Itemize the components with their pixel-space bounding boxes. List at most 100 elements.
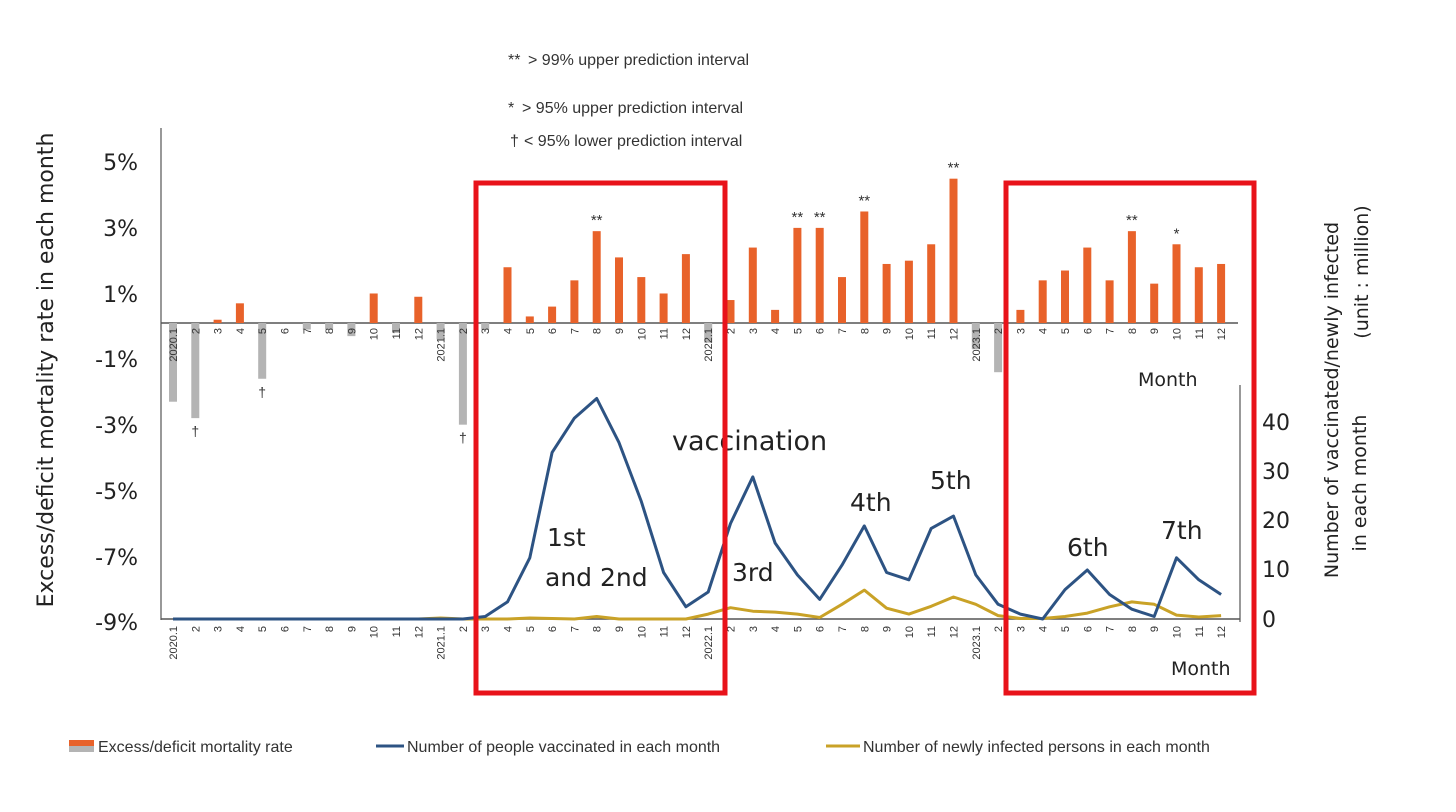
lower-month-label: 3 [1015, 626, 1027, 632]
upper-month-label: 10 [369, 328, 381, 340]
significance-marker: † [459, 430, 467, 446]
footnote-asterisk: > 95% upper prediction interval [522, 100, 743, 117]
vaccinated-line [173, 397, 1222, 621]
upper-month-label: 3 [748, 328, 760, 334]
dose-6th-label: 6th [1067, 533, 1109, 562]
right-tick-label: 0 [1262, 608, 1276, 633]
right-tick-label: 20 [1262, 509, 1290, 534]
significance-marker: † [191, 423, 199, 439]
upper-month-label: 3 [213, 328, 225, 334]
lower-month-label: 3 [748, 626, 760, 632]
lower-month-label: 6 [1082, 626, 1094, 632]
mortality-bar [302, 323, 311, 330]
upper-month-label: 2 [993, 328, 1005, 334]
lower-month-label: 12 [413, 626, 425, 638]
lower-month-label: 2021.1 [436, 626, 448, 660]
mortality-bar [548, 306, 557, 323]
lower-month-label: 6 [280, 626, 292, 632]
legend-infected-label: Number of newly infected persons in each… [863, 739, 1210, 756]
lower-month-label: 7 [837, 626, 849, 632]
upper-month-label: 5 [257, 328, 269, 334]
lower-month-label: 5 [792, 626, 804, 632]
lower-month-label: 11 [391, 626, 403, 637]
mortality-bar [1194, 267, 1203, 323]
lower-month-label: 2022.1 [703, 626, 715, 660]
left-tick-label: 5% [103, 151, 138, 176]
legend-vaccinated-label: Number of people vaccinated in each mont… [407, 739, 720, 756]
lower-month-label: 10 [636, 626, 648, 638]
lower-month-label: 6 [815, 626, 827, 632]
lower-month-label: 12 [681, 626, 693, 638]
vaccination-annotation: vaccination [672, 426, 827, 457]
mortality-bar [637, 277, 646, 323]
mortality-bar [815, 227, 824, 323]
lower-month-label: 8 [592, 626, 604, 632]
upper-month-label: 2021.1 [436, 328, 448, 362]
mortality-bar [592, 231, 601, 323]
footnote-dagger-symbol: † [510, 133, 519, 150]
lower-month-label: 11 [926, 626, 938, 637]
lower-month-label: 10 [369, 626, 381, 638]
left-tick-label: -3% [95, 414, 138, 439]
left-axis-label: Excess/deficit mortality rate in each mo… [34, 133, 59, 608]
lower-month-label: 2 [993, 626, 1005, 632]
significance-marker: ** [858, 192, 870, 209]
mortality-bar [525, 316, 534, 323]
significance-marker: † [258, 384, 266, 400]
lower-month-label: 10 [904, 626, 916, 638]
left-tick-label: 3% [103, 217, 138, 242]
lower-month-label: 2 [726, 626, 738, 632]
infected-line [173, 588, 1222, 621]
upper-month-label: 5 [1060, 328, 1072, 334]
lower-month-label: 4 [235, 626, 247, 632]
lower-month-label: 4 [1038, 626, 1050, 632]
mortality-bar [1127, 231, 1136, 323]
mortality-bar [882, 263, 891, 323]
mortality-bar [726, 300, 735, 323]
mortality-bar [838, 277, 846, 323]
mortality-bar [481, 323, 490, 330]
lower-month-label: 11 [1194, 626, 1206, 637]
upper-month-label: 5 [525, 328, 537, 334]
dose-4th-label: 4th [850, 488, 892, 517]
mortality-bar [1083, 247, 1092, 323]
lower-month-label: 5 [257, 626, 269, 632]
mortality-bar [213, 319, 222, 323]
upper-month-label: 6 [815, 328, 827, 334]
footnote-asterisk-symbol: * [508, 100, 514, 117]
mortality-bar [325, 323, 334, 330]
dose-annotations: vaccination 1st and 2nd 3rd 4th 5th 6th … [545, 426, 1203, 592]
lower-month-label: 7 [302, 626, 314, 632]
upper-month-label: 11 [659, 328, 671, 339]
legend-excess-label: Excess/deficit mortality rate [98, 739, 293, 756]
mortality-bar [1016, 309, 1025, 323]
lower-month-label: 4 [503, 626, 515, 632]
left-tick-label: -1% [95, 348, 138, 373]
right-axis-ticks: 40 30 20 10 0 [1262, 411, 1290, 633]
mortality-bar [191, 323, 200, 419]
upper-month-label: 8 [324, 328, 336, 334]
lower-month-label: 6 [547, 626, 559, 632]
mortality-bar [615, 257, 623, 323]
upper-month-label: 9 [346, 328, 358, 334]
dose-7th-label: 7th [1161, 516, 1203, 545]
upper-month-label: 6 [280, 328, 292, 334]
upper-month-label: 7 [569, 328, 581, 334]
lower-month-label: 2 [190, 626, 202, 632]
upper-month-label: 7 [1105, 328, 1117, 334]
upper-x-axis-label: Month [1138, 369, 1198, 391]
mortality-bar [771, 309, 780, 323]
upper-month-label: 9 [614, 328, 626, 334]
mortality-bar [659, 293, 668, 323]
dose-1st-label: 1st [547, 523, 586, 552]
lower-month-label: 2 [458, 626, 470, 632]
significance-marker: ** [814, 209, 826, 226]
right-axis-label-line1: Number of vaccinated/newly infected [1321, 222, 1343, 578]
upper-month-label: 7 [837, 328, 849, 334]
lower-month-label: 9 [882, 626, 894, 632]
mortality-bar [860, 211, 869, 323]
upper-month-label: 7 [302, 328, 314, 334]
lower-month-label: 2020.1 [168, 626, 180, 660]
mortality-bars [169, 178, 1226, 425]
count-lines [173, 397, 1222, 621]
